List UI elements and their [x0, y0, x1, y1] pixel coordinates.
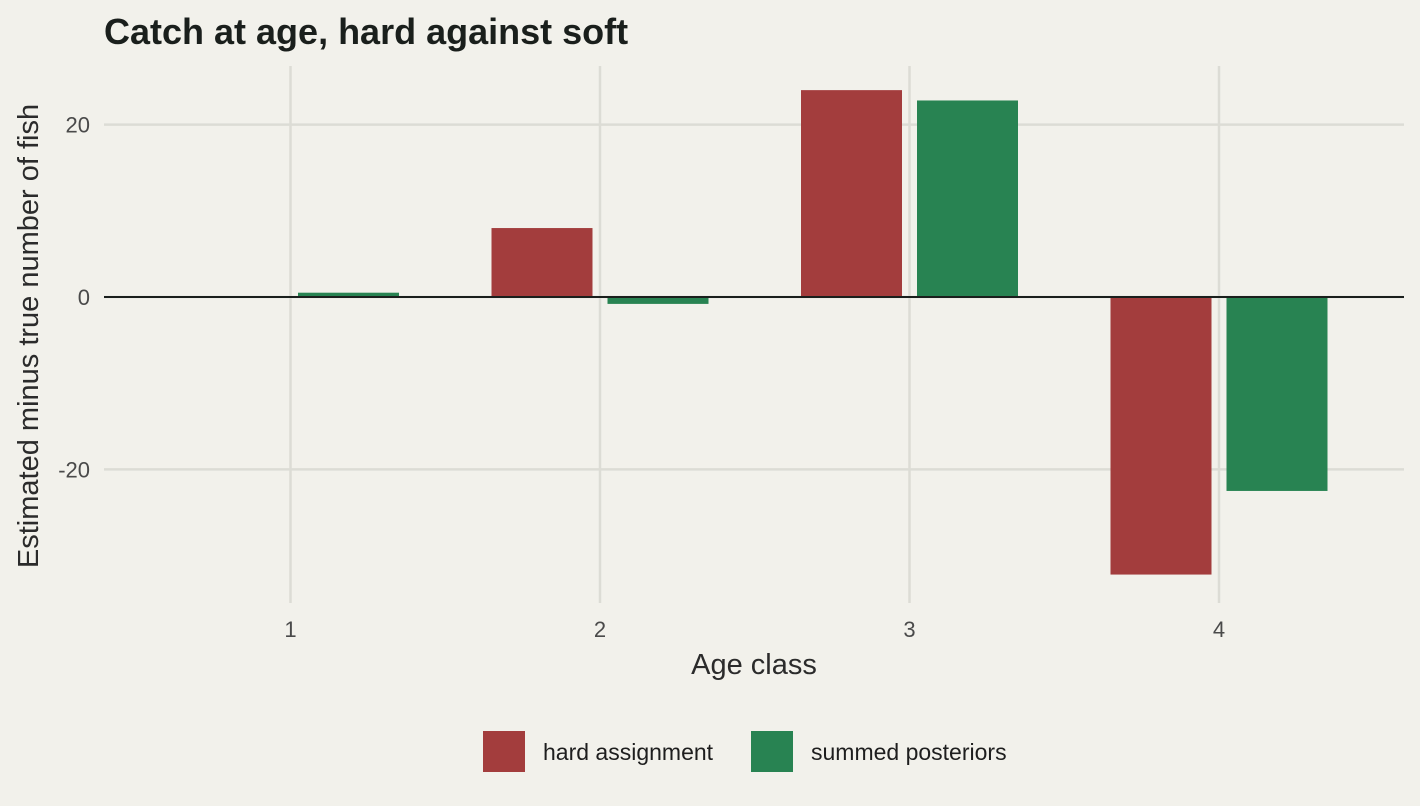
bar-hard-3 — [801, 90, 902, 298]
legend-swatch — [751, 731, 793, 772]
x-axis-title: Age class — [691, 649, 817, 681]
x-tick-labels: 1 2 3 4 — [284, 617, 1225, 642]
bars — [298, 90, 1328, 575]
y-tick-label: 0 — [78, 285, 90, 310]
y-tick-label: -20 — [58, 457, 90, 482]
bar-hard-2 — [491, 228, 593, 298]
bar-summed-2 — [607, 297, 709, 304]
y-tick-label: 20 — [66, 113, 90, 138]
legend: hard assignment summed posteriors — [483, 731, 1007, 772]
x-tick-label: 2 — [594, 617, 606, 642]
bar-summed-1 — [298, 292, 399, 298]
legend-swatch — [483, 731, 525, 772]
chart-title: Catch at age, hard against soft — [104, 11, 628, 52]
legend-label: summed posteriors — [811, 739, 1007, 765]
bar-hard-4 — [1110, 297, 1212, 575]
y-axis-title: Estimated minus true number of fish — [13, 104, 45, 568]
bar-summed-4 — [1226, 297, 1328, 491]
legend-label: hard assignment — [543, 739, 714, 765]
bar-summed-3 — [917, 100, 1018, 298]
x-tick-label: 4 — [1213, 617, 1225, 642]
x-tick-label: 1 — [284, 617, 296, 642]
y-tick-labels: -20 0 20 — [58, 113, 90, 483]
x-tick-label: 3 — [903, 617, 915, 642]
